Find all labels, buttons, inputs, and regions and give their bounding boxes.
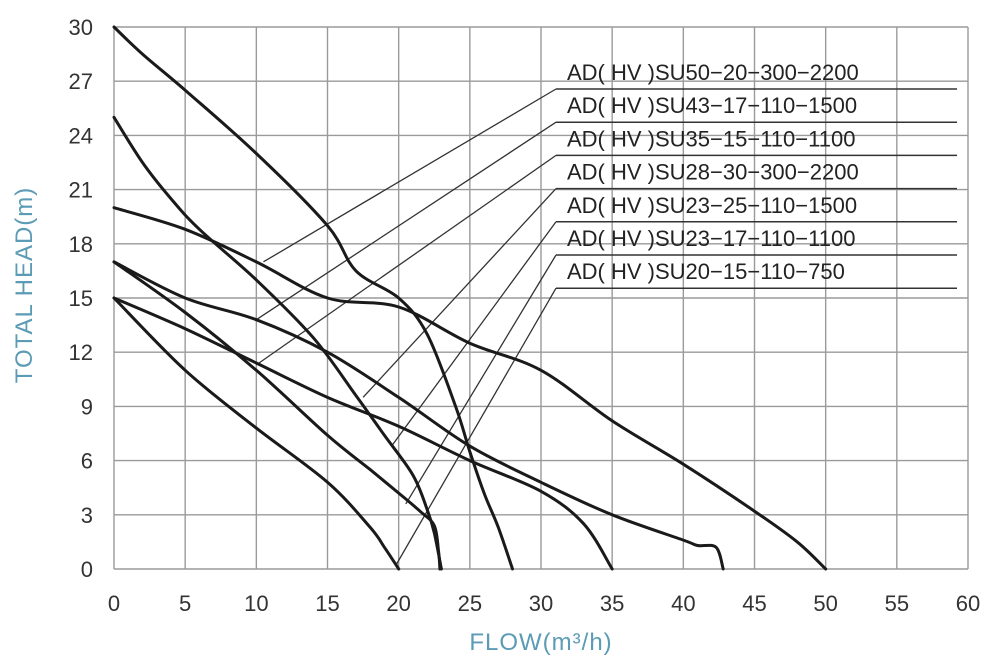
legend: AD( HV )SU50−20−300−2200 AD( HV )SU43−17−… [556, 60, 957, 289]
x-tick-label: 15 [315, 591, 339, 616]
y-tick-label: 24 [69, 123, 93, 148]
legend-label-3: AD( HV )SU35−15−110−1100 [567, 126, 855, 151]
legend-label-1: AD( HV )SU50−20−300−2200 [567, 60, 859, 85]
series-line-6 [112, 260, 442, 571]
x-tick-label: 30 [529, 591, 553, 616]
series-line-7 [112, 296, 401, 571]
y-tick-labels: 0 3 6 9 12 15 18 21 24 27 30 [69, 15, 93, 582]
y-tick-label: 18 [69, 232, 93, 257]
y-tick-label: 0 [81, 557, 93, 582]
y-axis-label: TOTAL HEAD(m) [11, 187, 38, 384]
y-tick-label: 15 [69, 286, 93, 311]
callout-lines [255, 88, 557, 566]
x-tick-labels: 0 5 10 15 20 25 30 35 40 45 50 55 60 [108, 591, 980, 616]
x-tick-label: 25 [458, 591, 482, 616]
y-tick-label: 6 [81, 449, 93, 474]
callout-line-4 [362, 188, 557, 398]
callout-line-2 [255, 121, 557, 321]
x-tick-label: 45 [742, 591, 766, 616]
callout-line-6 [405, 254, 557, 505]
callout-line-3 [255, 154, 557, 366]
x-axis-label: FLOW(m³/h) [469, 629, 612, 655]
legend-label-6: AD( HV )SU23−17−110−1100 [567, 226, 855, 251]
series-line-4 [112, 25, 514, 571]
callout-line-1 [263, 88, 557, 263]
series-line-2 [112, 260, 725, 571]
legend-label-5: AD( HV )SU23−25−110−1500 [567, 193, 857, 218]
x-tick-label: 40 [671, 591, 695, 616]
x-tick-label: 60 [956, 591, 980, 616]
x-tick-label: 20 [386, 591, 410, 616]
series-line-3 [112, 296, 614, 571]
y-tick-label: 30 [69, 15, 93, 40]
callout-line-5 [391, 221, 557, 447]
y-tick-label: 21 [69, 178, 93, 203]
series-curves [112, 25, 828, 571]
legend-label-7: AD( HV )SU20−15−110−750 [567, 259, 845, 284]
legend-label-4: AD( HV )SU28−30−300−2200 [567, 160, 859, 185]
y-tick-label: 27 [69, 69, 93, 94]
callout-line-7 [395, 287, 557, 566]
x-tick-label: 35 [600, 591, 624, 616]
x-tick-label: 50 [813, 591, 837, 616]
y-tick-label: 9 [81, 394, 93, 419]
series-line-5 [112, 115, 443, 571]
legend-label-2: AD( HV )SU43−17−110−1500 [567, 93, 857, 118]
x-tick-label: 0 [108, 591, 120, 616]
series-line-1 [112, 206, 828, 571]
y-tick-label: 12 [69, 340, 93, 365]
x-tick-label: 10 [244, 591, 268, 616]
x-tick-label: 5 [179, 591, 191, 616]
y-tick-label: 3 [81, 503, 93, 528]
x-tick-label: 55 [885, 591, 909, 616]
